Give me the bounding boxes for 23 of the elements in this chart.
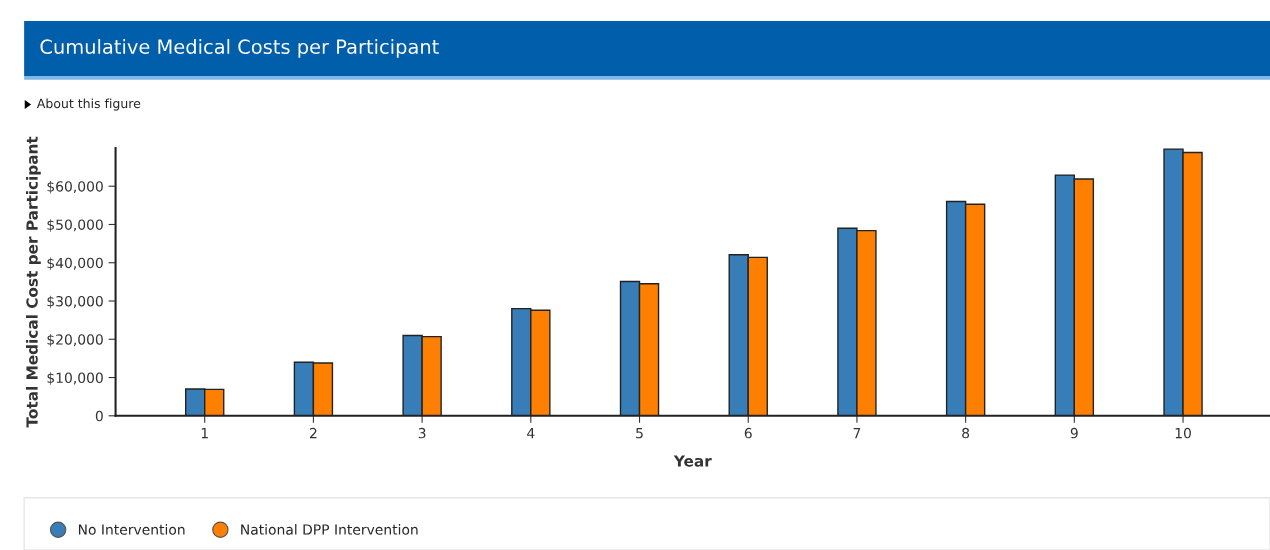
- x-tick-label: 8: [962, 427, 970, 439]
- y-tick-label: $10,000: [47, 372, 103, 385]
- legend-label: No Intervention: [78, 524, 185, 535]
- text: About this figure: [36, 98, 141, 111]
- x-tick-label: 9: [1070, 427, 1078, 439]
- x-tick-label: 1: [201, 428, 208, 439]
- x-tick-label: 4: [527, 428, 535, 439]
- x-axis-title: Year: [673, 455, 712, 467]
- x-tick-label: 10: [1175, 427, 1191, 439]
- y-tick-label: $20,000: [47, 333, 103, 347]
- x-tick-label: 3: [418, 427, 426, 439]
- x-tick-label: 2: [310, 427, 317, 439]
- y-tick-label: $50,000: [47, 219, 103, 232]
- chart-title: Cumulative Medical Costs per Participant: [40, 38, 439, 58]
- y-tick-label: $40,000: [47, 257, 103, 271]
- y-tick-label: $30,000: [47, 295, 103, 309]
- x-tick-label: 7: [853, 428, 861, 439]
- y-tick-label: $60,000: [47, 180, 103, 194]
- y-tick-label: 0: [95, 410, 103, 422]
- y-axis-title: Total Medical Cost per Participant: [25, 136, 41, 428]
- legend-label: National DPP Intervention: [241, 524, 418, 535]
- x-tick-label: 6: [744, 427, 752, 439]
- x-tick-label: 5: [636, 428, 643, 439]
